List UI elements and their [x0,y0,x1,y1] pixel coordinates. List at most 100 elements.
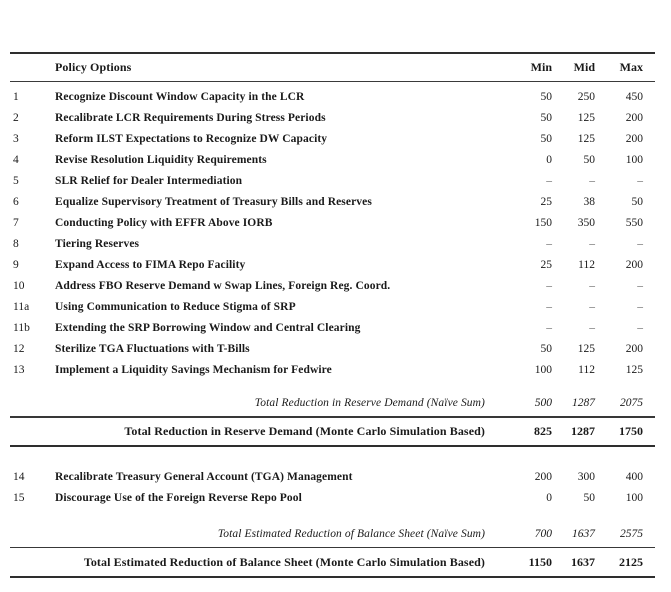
row-number: 7 [13,216,19,229]
policy-row: 12 Sterilize TGA Fluctuations with T-Bil… [10,338,655,359]
min-value: 50 [540,90,553,103]
naive-sum-label: Total Reduction in Reserve Demand (Naïve… [254,396,485,409]
mid-value: 50 [583,153,596,166]
header-mid: Mid [573,60,595,74]
mid-value: 250 [577,90,595,103]
policy-row: 10 Address FBO Reserve Demand w Swap Lin… [10,275,655,296]
min-value: 150 [534,216,552,229]
policy-option-label: Sterilize TGA Fluctuations with T-Bills [55,342,250,355]
policy-option-label: Extending the SRP Borrowing Window and C… [55,321,361,334]
naive-sum-mid: 1287 [572,396,595,409]
min-value: 25 [540,258,553,271]
policy-option-label: SLR Relief for Dealer Intermediation [55,174,243,187]
monte-carlo-total-label: Total Reduction in Reserve Demand (Monte… [124,423,485,438]
table-header-row: Policy Options Min Mid Max [10,54,655,81]
row-number: 5 [13,174,19,187]
mid-value: 300 [577,471,595,484]
mid-value: 112 [578,258,595,271]
min-value: 50 [540,111,553,124]
mid-value: – [589,174,595,187]
policy-option-label: Discourage Use of the Foreign Reverse Re… [55,492,302,505]
row-number: 2 [13,111,19,124]
policy-option-label: Recalibrate LCR Requirements During Stre… [55,111,326,124]
min-value: 0 [546,153,552,166]
policy-option-label: Recalibrate Treasury General Account (TG… [55,471,353,484]
monte-carlo-total-row-reserve-demand: Total Reduction in Reserve Demand (Monte… [10,418,655,445]
min-value: – [546,321,552,334]
spacer [10,447,655,467]
mid-value: 125 [577,132,595,145]
policy-option-label: Implement a Liquidity Savings Mechanism … [55,363,332,376]
max-value: 200 [625,132,643,145]
max-value: 400 [625,471,643,484]
naive-sum-row-balance-sheet: Total Estimated Reduction of Balance She… [10,524,655,545]
policy-row: 6 Equalize Supervisory Treatment of Trea… [10,191,655,212]
monte-carlo-bottom-rule [10,444,655,447]
naive-sum-min: 700 [534,528,552,541]
min-value: 25 [540,195,553,208]
header-rule [10,81,655,83]
max-value: 550 [625,216,643,229]
monte-carlo-total-min: 1150 [528,554,552,569]
policy-option-label: Recognize Discount Window Capacity in th… [55,90,305,103]
mid-value: – [589,279,595,292]
policy-option-label: Expand Access to FIMA Repo Facility [55,258,246,271]
mid-value: 38 [583,195,596,208]
header-max: Max [619,60,643,74]
row-number: 3 [13,132,19,145]
policy-row: 7 Conducting Policy with EFFR Above IORB… [10,212,655,233]
row-number: 15 [13,492,25,505]
policy-row: 14 Recalibrate Treasury General Account … [10,467,655,488]
max-value: 200 [625,111,643,124]
max-value: – [637,321,643,334]
min-value: 200 [534,471,552,484]
min-value: 50 [540,342,553,355]
policy-option-label: Tiering Reserves [55,237,140,250]
max-value: 50 [631,195,644,208]
policy-row: 1 Recognize Discount Window Capacity in … [10,86,655,107]
monte-carlo-total-mid: 1287 [571,423,595,438]
header-policy-options: Policy Options [55,60,132,74]
max-value: 450 [625,90,643,103]
max-value: 100 [625,492,643,505]
top-rule [10,52,655,54]
max-value: 200 [625,342,643,355]
policy-row: 15 Discourage Use of the Foreign Reverse… [10,488,655,509]
row-number: 14 [13,471,25,484]
max-value: – [637,300,643,313]
min-value: 0 [546,492,552,505]
monte-carlo-top-rule [10,416,655,418]
max-value: 125 [625,363,643,376]
min-value: 100 [534,363,552,376]
row-number: 11b [13,321,30,334]
policy-option-label: Conducting Policy with EFFR Above IORB [55,216,273,229]
spacer [10,380,655,392]
policy-rows-section-2: 14 Recalibrate Treasury General Account … [10,467,655,509]
mid-value: 125 [577,342,595,355]
policy-option-label: Revise Resolution Liquidity Requirements [55,153,267,166]
max-value: 200 [625,258,643,271]
row-number: 12 [13,342,25,355]
monte-carlo-total-label: Total Estimated Reduction of Balance She… [83,554,485,569]
row-number: 11a [13,300,30,313]
naive-sum-label: Total Estimated Reduction of Balance She… [217,528,485,541]
policy-option-label: Address FBO Reserve Demand w Swap Lines,… [55,279,391,292]
mid-value: 350 [577,216,595,229]
min-value: – [546,300,552,313]
monte-carlo-total-min: 825 [534,423,552,438]
row-number: 10 [13,279,25,292]
policy-row: 2 Recalibrate LCR Requirements During St… [10,107,655,128]
bottom-rule [10,576,655,579]
max-value: – [637,174,643,187]
naive-sum-max: 2575 [620,528,643,541]
policy-option-label: Using Communication to Reduce Stigma of … [55,300,296,313]
row-number: 8 [13,237,19,250]
naive-sum-mid: 1637 [572,528,595,541]
monte-carlo-total-mid: 1637 [571,554,595,569]
max-value: – [637,279,643,292]
mid-value: 125 [577,111,595,124]
monte-carlo-total-row-balance-sheet: Total Estimated Reduction of Balance She… [10,548,655,576]
mid-value: – [589,321,595,334]
policy-row: 4 Revise Resolution Liquidity Requiremen… [10,149,655,170]
policy-row: 5 SLR Relief for Dealer Intermediation –… [10,170,655,191]
